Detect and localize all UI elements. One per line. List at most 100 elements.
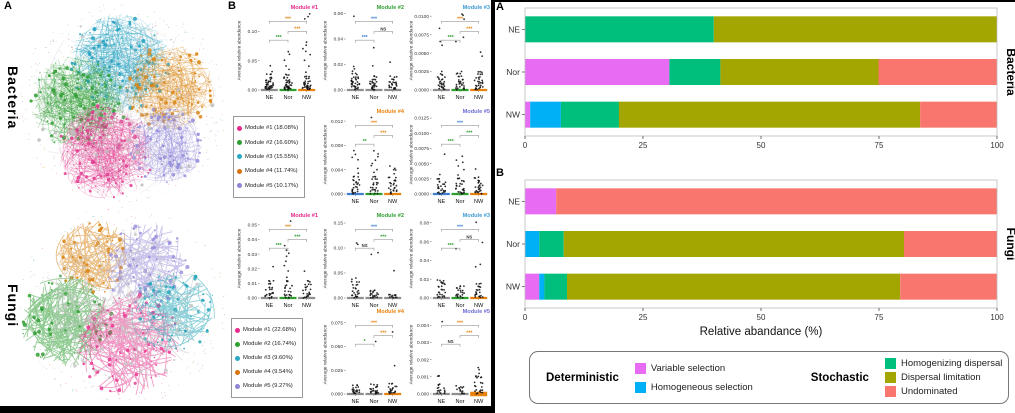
legend-item-label: Dispersal limitation [900, 372, 981, 383]
svg-text:75: 75 [875, 313, 884, 322]
svg-text:Nor: Nor [506, 67, 520, 77]
right-figure-panel: A B NE Nor NW 0 25 50 75 100 Bacteria NE Nor NW 0 25 5… [495, 2, 1015, 413]
svg-text:0.08: 0.08 [420, 220, 430, 226]
svg-text:Average relative abundance: Average relative abundance [323, 228, 329, 288]
module-color-dot [237, 168, 242, 174]
svg-text:25: 25 [639, 313, 648, 322]
svg-text:***: *** [380, 131, 387, 137]
svg-text:NW: NW [388, 199, 398, 205]
legend-item-label: Undominated [900, 386, 958, 397]
svg-text:NE: NE [437, 303, 445, 309]
svg-text:Module #5: Module #5 [463, 309, 490, 315]
svg-text:0.0025: 0.0025 [414, 69, 429, 75]
svg-text:NW: NW [506, 110, 520, 120]
svg-text:Nor: Nor [283, 303, 292, 309]
svg-text:***: *** [362, 35, 369, 41]
svg-text:Average relative abundance: Average relative abundance [237, 228, 243, 288]
module-label: Module #5 (10.17%) [245, 182, 299, 189]
svg-text:Module #2: Module #2 [377, 5, 404, 11]
svg-text:NE: NE [265, 95, 273, 101]
bacteria-module-legend: Module #1 (18.08%) Module #2 (16.60%) Modu… [233, 116, 305, 198]
svg-text:0.06: 0.06 [420, 239, 430, 245]
svg-text:***: *** [380, 235, 387, 241]
bacteria-network-svg [18, 4, 225, 203]
svg-text:***: *** [276, 35, 283, 41]
svg-text:Average relative abundance: Average relative abundance [409, 228, 415, 288]
variable-selection-swatch [634, 362, 646, 374]
svg-text:NW: NW [302, 303, 312, 309]
module-color-dot [237, 140, 242, 146]
legend-item: Module #4 (11.74%) [237, 168, 301, 174]
homogeneous-selection-swatch [634, 381, 646, 393]
miniplot-b1: Average relative abundance 0.00 0.05 0.10 NE… [236, 2, 319, 102]
svg-text:**: ** [363, 139, 368, 145]
stacked-bars-svg: NE Nor NW 0 25 50 75 100 Bacteria NE Nor NW 0 25 50 75 1… [506, 7, 1015, 338]
svg-text:Module #4: Module #4 [377, 309, 405, 315]
svg-text:0.0075: 0.0075 [414, 146, 429, 152]
svg-text:***: *** [457, 16, 464, 22]
svg-text:0.10: 0.10 [334, 246, 344, 252]
svg-text:0.0100: 0.0100 [414, 14, 429, 20]
miniplot-svg-f2: Average relative abundance 0.00 0.05 0.10 0.… [323, 213, 405, 309]
module-color-dot [235, 355, 240, 361]
svg-text:***: *** [466, 27, 473, 33]
svg-text:0.02: 0.02 [334, 62, 344, 68]
module-label: Module #1 (22.68%) [243, 327, 297, 333]
svg-text:Nor: Nor [455, 303, 464, 309]
svg-text:Average relative abundance: Average relative abundance [323, 124, 329, 184]
svg-text:0.05: 0.05 [248, 58, 258, 64]
svg-text:Module #5: Module #5 [463, 109, 490, 115]
module-label: Module #2 (16.60%) [245, 139, 299, 146]
svg-text:0.10: 0.10 [248, 29, 258, 35]
svg-text:NW: NW [474, 95, 484, 101]
svg-text:***: *** [466, 131, 473, 137]
svg-text:***: *** [371, 320, 378, 326]
svg-text:0.012: 0.012 [331, 119, 343, 125]
svg-text:NE: NE [508, 196, 520, 206]
deterministic-title: Deterministic [546, 371, 619, 384]
svg-text:***: *** [457, 320, 464, 326]
svg-text:NW: NW [474, 199, 484, 205]
svg-text:0.0050: 0.0050 [414, 161, 429, 167]
module-label: Module #4 (9.54%) [243, 369, 293, 375]
svg-text:0.0100: 0.0100 [414, 131, 429, 137]
svg-text:Nor: Nor [369, 95, 378, 101]
svg-text:Average relative abundance: Average relative abundance [323, 20, 329, 80]
svg-text:Average relative abundance: Average relative abundance [409, 324, 415, 384]
miniplot-svg-b2: Average relative abundance 0.00 0.02 0.04 0.… [323, 5, 405, 101]
miniplot-b2: Average relative abundance 0.00 0.02 0.04 0.… [322, 2, 405, 102]
legend-item-variable-selection: Variable selection [634, 362, 753, 374]
module-color-dot [235, 383, 240, 389]
svg-text:NE: NE [437, 95, 445, 101]
svg-text:0.000: 0.000 [331, 192, 343, 198]
svg-text:***: *** [294, 235, 301, 241]
svg-text:0.0000: 0.0000 [414, 192, 429, 198]
svg-text:***: *** [285, 16, 292, 22]
svg-text:50: 50 [757, 141, 766, 150]
legend-item: Module #5 (9.27%) [235, 383, 299, 389]
svg-text:0.0025: 0.0025 [414, 177, 429, 183]
fungi-network-svg [19, 206, 227, 406]
legend-item-undominated: Undominated [884, 386, 1002, 397]
svg-text:***: *** [448, 35, 455, 41]
miniplot-svg-f1: Average relative abundance 0.00 0.01 0.02 0.… [237, 213, 319, 309]
module-label: Module #4 (11.74%) [245, 168, 298, 175]
svg-text:0.15: 0.15 [334, 221, 344, 227]
right-panel-b-label: B [496, 167, 504, 179]
legend-item-homogeneous-selection: Homogeneous selection [634, 381, 753, 393]
svg-text:NE: NE [508, 24, 520, 34]
svg-text:NS: NS [380, 27, 386, 32]
left-figure-panel: A B Bacteria Fungi Module #1 (18.08%) Mod… [0, 0, 491, 406]
svg-text:0.00: 0.00 [248, 296, 258, 302]
svg-text:NW: NW [388, 95, 398, 101]
svg-text:***: *** [448, 243, 455, 249]
svg-text:***: *** [371, 224, 378, 230]
legend-item: Module #3 (9.60%) [235, 355, 299, 361]
svg-text:NS: NS [448, 339, 454, 344]
svg-text:Module #3: Module #3 [463, 213, 490, 219]
legend-item-label: Variable selection [650, 362, 726, 374]
miniplot-svg-f3: Average relative abundance 0.00 0.02 0.04 0.… [409, 213, 491, 309]
miniplot-svg-f4: Average relative abundance 0.000 0.025 0.05… [323, 309, 405, 405]
miniplot-svg-b1: Average relative abundance 0.00 0.05 0.10 NE… [237, 5, 319, 101]
miniplot-b5: Average relative abundance 0.0000 0.0025 0.… [408, 106, 491, 206]
